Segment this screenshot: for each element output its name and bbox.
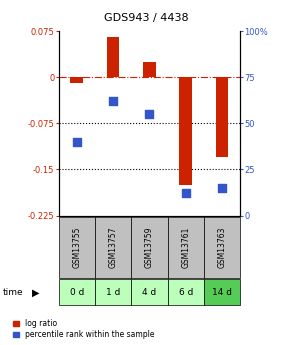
Bar [95, 279, 131, 305]
Point [111, 98, 115, 104]
Point [74, 139, 79, 145]
Text: GSM13755: GSM13755 [72, 227, 81, 268]
Legend: log ratio, percentile rank within the sample: log ratio, percentile rank within the sa… [13, 319, 154, 339]
Point [183, 191, 188, 196]
Bar [204, 217, 240, 278]
Point [220, 185, 224, 191]
Bar [168, 217, 204, 278]
Text: GSM13759: GSM13759 [145, 227, 154, 268]
Bar [179, 77, 192, 185]
Bar [143, 62, 156, 77]
Bar [216, 77, 229, 157]
Text: GSM13763: GSM13763 [218, 227, 226, 268]
Bar [168, 279, 204, 305]
Text: 14 d: 14 d [212, 288, 232, 297]
Bar [204, 279, 240, 305]
Bar [131, 279, 168, 305]
Point [147, 111, 152, 117]
Bar [107, 37, 120, 77]
Bar [59, 217, 95, 278]
Text: time: time [3, 288, 23, 297]
Text: 0 d: 0 d [69, 288, 84, 297]
Bar [131, 217, 168, 278]
Text: 4 d: 4 d [142, 288, 156, 297]
Text: ▶: ▶ [32, 288, 40, 297]
Bar [59, 279, 95, 305]
Text: GSM13757: GSM13757 [109, 227, 117, 268]
Bar [95, 217, 131, 278]
Text: 6 d: 6 d [178, 288, 193, 297]
Text: GDS943 / 4438: GDS943 / 4438 [104, 13, 189, 23]
Text: 1 d: 1 d [106, 288, 120, 297]
Text: GSM13761: GSM13761 [181, 227, 190, 268]
Bar [70, 77, 83, 83]
